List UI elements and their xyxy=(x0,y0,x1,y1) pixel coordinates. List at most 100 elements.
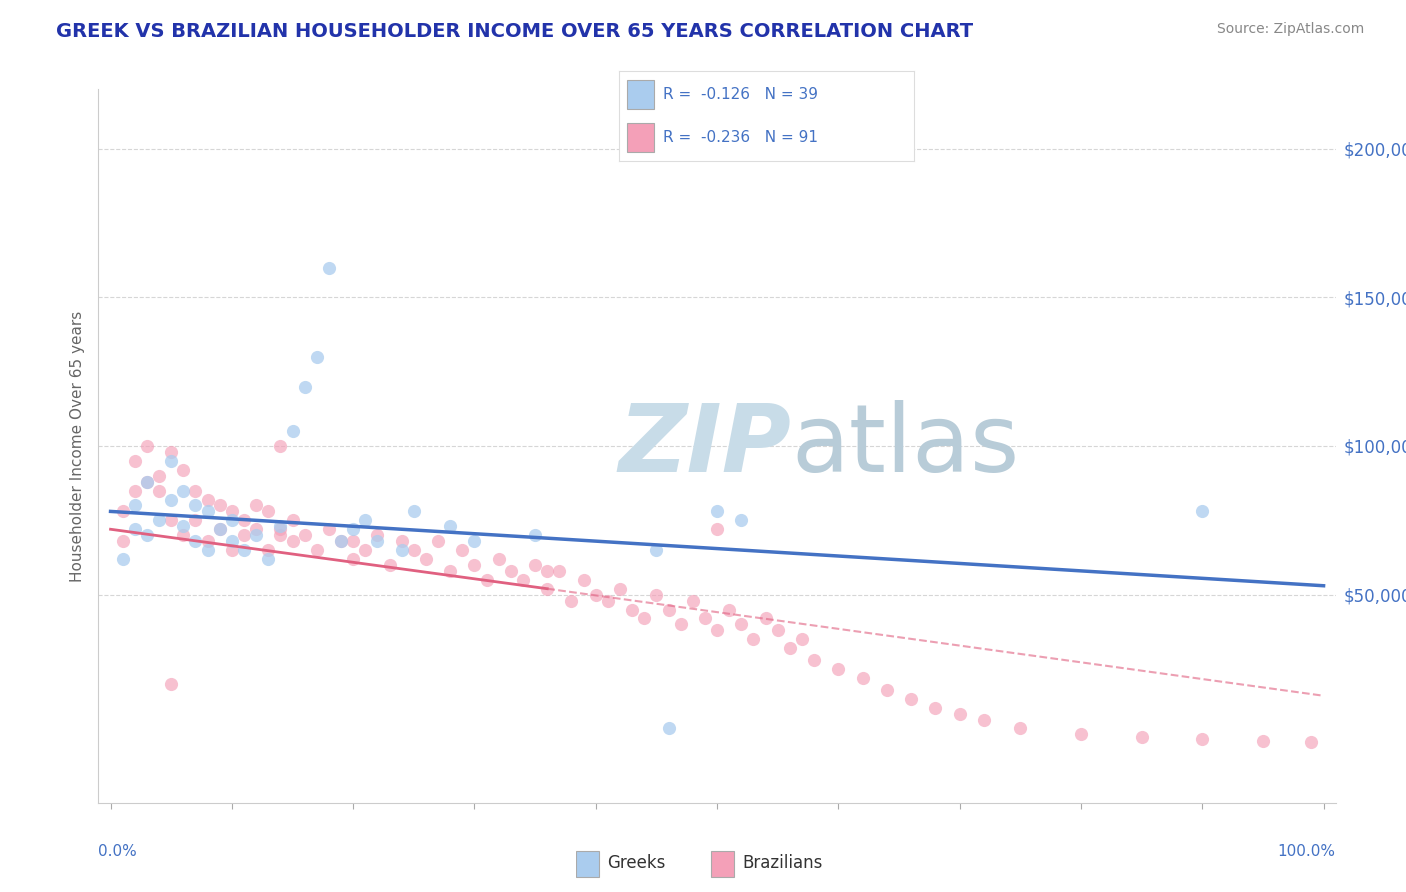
Point xyxy=(208,522,231,536)
Point xyxy=(730,617,752,632)
Point xyxy=(148,483,170,498)
Point xyxy=(330,534,353,549)
Point xyxy=(536,582,558,596)
Point xyxy=(415,552,437,566)
Point xyxy=(633,611,655,625)
Point xyxy=(294,379,316,393)
Point xyxy=(657,602,679,616)
Point xyxy=(463,558,485,572)
Point xyxy=(475,573,498,587)
Point xyxy=(827,662,849,676)
Point xyxy=(718,602,741,616)
Point xyxy=(852,671,875,685)
Point xyxy=(330,534,353,549)
Point xyxy=(439,519,461,533)
Point xyxy=(148,468,170,483)
Point xyxy=(742,632,765,647)
Point xyxy=(318,522,340,536)
Point xyxy=(197,504,219,518)
Point xyxy=(184,513,207,527)
Text: Greeks: Greeks xyxy=(607,854,666,872)
Point xyxy=(124,522,146,536)
Point xyxy=(621,602,644,616)
Point xyxy=(124,499,146,513)
Point xyxy=(524,558,547,572)
Point xyxy=(318,260,340,275)
Point xyxy=(111,504,134,518)
Point xyxy=(609,582,631,596)
Point xyxy=(402,543,425,558)
Point xyxy=(305,543,328,558)
Point xyxy=(439,564,461,578)
Point xyxy=(136,439,159,453)
Point xyxy=(269,519,291,533)
Text: R =  -0.236   N = 91: R = -0.236 N = 91 xyxy=(664,130,818,145)
Point xyxy=(366,534,388,549)
Point xyxy=(269,439,291,453)
Point xyxy=(160,513,183,527)
Point xyxy=(1191,504,1213,518)
Point xyxy=(366,528,388,542)
Bar xyxy=(711,851,734,877)
Text: GREEK VS BRAZILIAN HOUSEHOLDER INCOME OVER 65 YEARS CORRELATION CHART: GREEK VS BRAZILIAN HOUSEHOLDER INCOME OV… xyxy=(56,22,973,41)
Point xyxy=(160,492,183,507)
Point xyxy=(124,483,146,498)
Point xyxy=(342,534,364,549)
Point xyxy=(391,543,413,558)
Point xyxy=(281,534,304,549)
Point xyxy=(172,463,194,477)
Point xyxy=(233,528,256,542)
Point xyxy=(790,632,813,647)
Text: ZIP: ZIP xyxy=(619,400,792,492)
Point xyxy=(657,722,679,736)
Point xyxy=(427,534,450,549)
Point xyxy=(1070,727,1092,741)
Point xyxy=(342,522,364,536)
Point xyxy=(197,534,219,549)
Point xyxy=(730,513,752,527)
Point xyxy=(949,706,972,721)
Point xyxy=(876,682,898,697)
Point xyxy=(221,534,243,549)
Point xyxy=(136,475,159,489)
Point xyxy=(184,534,207,549)
Point xyxy=(111,534,134,549)
Point xyxy=(1010,722,1032,736)
Point xyxy=(693,611,716,625)
Point xyxy=(645,543,668,558)
Point xyxy=(257,504,280,518)
Point xyxy=(197,543,219,558)
Point xyxy=(257,552,280,566)
Point xyxy=(596,593,619,607)
Point xyxy=(136,475,159,489)
Point xyxy=(585,588,607,602)
Point xyxy=(548,564,571,578)
Text: R =  -0.126   N = 39: R = -0.126 N = 39 xyxy=(664,87,818,102)
Point xyxy=(560,593,582,607)
Point xyxy=(305,350,328,364)
Point xyxy=(148,513,170,527)
Text: Brazilians: Brazilians xyxy=(742,854,823,872)
Point xyxy=(572,573,595,587)
Point xyxy=(294,528,316,542)
Point xyxy=(233,543,256,558)
Point xyxy=(973,713,995,727)
Point xyxy=(669,617,692,632)
Point xyxy=(184,499,207,513)
Point xyxy=(221,543,243,558)
Point xyxy=(172,519,194,533)
Text: 0.0%: 0.0% xyxy=(98,845,138,859)
Point xyxy=(269,528,291,542)
Point xyxy=(281,424,304,438)
Point xyxy=(512,573,534,587)
Point xyxy=(900,691,922,706)
Point xyxy=(111,552,134,566)
Point xyxy=(1251,734,1274,748)
Point xyxy=(524,528,547,542)
Point xyxy=(269,522,291,536)
Point xyxy=(682,593,704,607)
Point xyxy=(706,624,728,638)
Point xyxy=(706,504,728,518)
Point xyxy=(924,700,946,714)
Point xyxy=(755,611,778,625)
